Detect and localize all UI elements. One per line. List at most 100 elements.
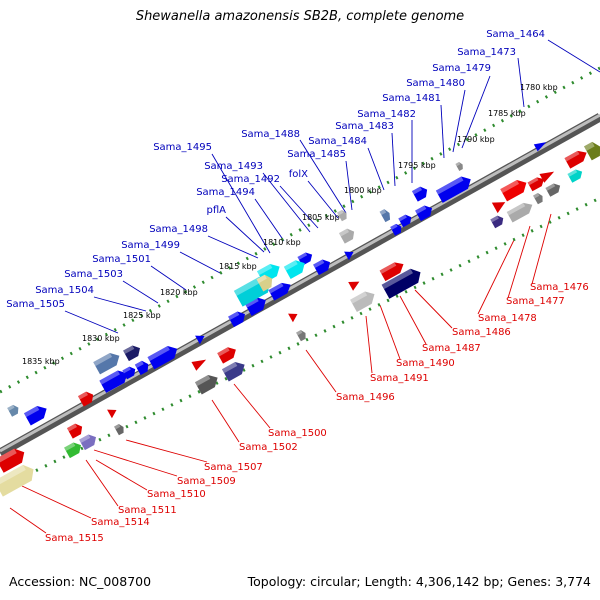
kbp-tick-label: 1795 kbp [398,161,436,170]
gene-feature[interactable] [0,461,38,497]
gene-feature[interactable] [379,208,393,223]
gene-feature[interactable] [313,257,333,276]
gene-feature[interactable] [228,309,248,328]
gene-feature[interactable] [66,421,85,439]
gene-label[interactable]: Sama_1485 [287,149,346,160]
gene-label[interactable]: Sama_1510 [147,489,206,500]
gene-feature[interactable] [338,226,357,244]
gene-feature[interactable] [533,139,548,152]
gene-label[interactable]: Sama_1501 [92,254,151,265]
gene-feature[interactable] [350,288,378,312]
gene-feature[interactable] [217,344,239,364]
gene-feature[interactable] [500,177,530,202]
gene-label[interactable]: Sama_1473 [457,47,516,58]
kbp-tick-label: 1830 kbp [82,334,120,343]
gene-feature[interactable] [134,359,151,376]
gene-label[interactable]: Sama_1491 [370,373,429,384]
gene-feature[interactable] [296,329,308,342]
gene-label[interactable]: Sama_1487 [422,343,481,354]
gene-label[interactable]: Sama_1480 [406,78,465,89]
gene-label[interactable]: Sama_1505 [6,299,65,310]
gene-feature[interactable] [64,440,84,459]
gene-label[interactable]: Sama_1464 [486,29,545,40]
gene-feature[interactable] [398,213,413,228]
kbp-tick-label: 1815 kbp [219,262,257,271]
gene-label[interactable]: Sama_1495 [153,142,212,153]
gene-feature[interactable] [564,147,589,169]
gene-feature[interactable] [256,272,275,292]
gene-feature[interactable] [99,367,130,393]
gene-feature[interactable] [491,197,508,214]
label-leader-line [531,213,552,285]
gene-label[interactable]: Sama_1504 [35,285,94,296]
gene-feature[interactable] [23,403,50,426]
gene-label[interactable]: Sama_1515 [45,533,104,544]
gene-feature[interactable] [545,181,562,197]
gene-label[interactable]: Sama_1514 [91,517,150,528]
gene-label[interactable]: Sama_1490 [396,358,455,369]
gene-feature[interactable] [79,432,99,451]
gene-feature[interactable] [93,350,123,375]
label-leader-line [365,315,373,374]
gene-feature[interactable] [268,279,293,301]
gene-label[interactable]: Sama_1481 [382,93,441,104]
gene-label[interactable]: Sama_1482 [357,109,416,120]
gene-feature[interactable] [194,372,221,395]
gene-label[interactable]: Sama_1502 [239,442,298,453]
gene-label[interactable]: Sama_1486 [452,327,511,338]
gene-label[interactable]: Sama_1498 [149,224,208,235]
kbp-tick-label: 1820 kbp [160,288,198,297]
gene-feature[interactable] [123,343,143,362]
gene-feature[interactable] [0,445,28,473]
gene-feature[interactable] [379,259,407,282]
gene-feature[interactable] [122,365,137,380]
gene-feature[interactable] [567,167,584,183]
gene-feature[interactable] [455,161,464,171]
gene-label[interactable]: Sama_1484 [308,136,367,147]
label-leader-line [299,139,347,214]
gene-feature[interactable] [381,265,425,299]
gene-label[interactable]: Sama_1507 [204,462,263,473]
label-leader-line [391,132,396,187]
gene-label[interactable]: Sama_1478 [478,313,537,324]
gene-feature[interactable] [288,310,300,323]
gene-feature[interactable] [221,359,248,382]
gene-feature[interactable] [390,222,404,236]
gene-feature[interactable] [114,423,126,436]
gene-feature[interactable] [490,214,505,229]
gene-feature[interactable] [348,277,362,291]
gene-feature[interactable] [527,175,547,192]
gene-label[interactable]: Sama_1496 [336,392,395,403]
gene-feature[interactable] [283,257,308,279]
gene-feature[interactable] [195,332,207,345]
gene-feature[interactable] [77,389,96,407]
gene-label[interactable]: Sama_1509 [177,476,236,487]
gene-label[interactable]: Sama_1494 [196,187,255,198]
gene-label[interactable]: Sama_1493 [204,161,263,172]
gene-feature[interactable] [506,199,536,223]
gene-feature[interactable] [7,403,21,417]
gene-label[interactable]: Sama_1500 [268,428,327,439]
gene-label[interactable]: Sama_1483 [335,121,394,132]
gene-label[interactable]: Sama_1476 [530,282,589,293]
gene-label[interactable]: Sama_1477 [506,296,565,307]
gene-label[interactable]: Sama_1499 [121,240,180,251]
kbp-tick-label: 1800 kbp [344,186,382,195]
gene-feature[interactable] [337,209,349,222]
gene-feature[interactable] [191,355,208,371]
gene-feature[interactable] [583,140,600,161]
gene-label[interactable]: Sama_1479 [432,63,491,74]
gene-label[interactable]: Sama_1492 [221,174,280,185]
gene-feature[interactable] [415,203,435,222]
gene-label[interactable]: pflA [207,205,227,216]
gene-feature[interactable] [533,192,545,205]
gene-feature[interactable] [435,173,474,203]
gene-feature[interactable] [411,184,430,202]
gene-label[interactable]: Sama_1488 [241,129,300,140]
gene-feature[interactable] [107,406,119,419]
gene-feature[interactable] [147,343,180,370]
gene-label[interactable]: Sama_1511 [118,505,177,516]
gene-label[interactable]: folX [289,169,308,180]
gene-feature[interactable] [344,248,356,261]
gene-label[interactable]: Sama_1503 [64,269,123,280]
